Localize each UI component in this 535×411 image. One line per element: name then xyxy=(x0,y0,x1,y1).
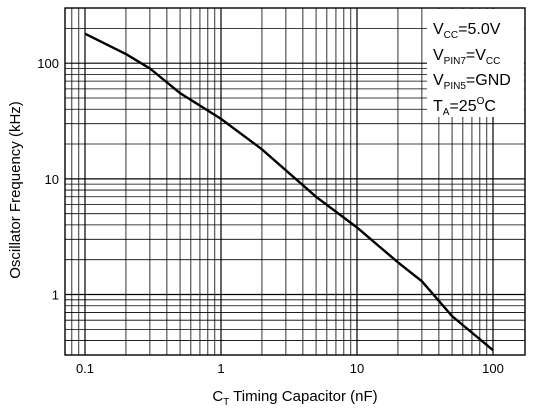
x-label-rest: Timing Capacitor (nF) xyxy=(229,388,377,405)
x-tick-label: 10 xyxy=(350,361,364,376)
condition-line: VPIN5=GND xyxy=(433,72,511,92)
y-tick-label: 1 xyxy=(52,288,59,303)
grid xyxy=(65,7,525,356)
y-axis-label: Oscillator Frequency (kHz) xyxy=(7,101,24,279)
x-tick-label: 1 xyxy=(217,361,224,376)
conditions-box: VCC=5.0V VPIN7=VCC VPIN5=GND TA=25OC xyxy=(427,9,524,118)
x-tick-label: 0.1 xyxy=(76,361,94,376)
condition-line: VPIN7=VCC xyxy=(433,47,500,67)
y-tick-labels: 1 10 100 xyxy=(37,56,59,302)
series-line xyxy=(84,32,494,352)
plot-frame xyxy=(64,7,526,356)
y-tick-label: 10 xyxy=(45,172,59,187)
x-label-sub: T xyxy=(223,397,229,408)
x-axis-label: CT Timing Capacitor (nF) xyxy=(212,388,377,408)
condition-line: TA=25OC xyxy=(433,96,496,118)
x-label-main: C xyxy=(212,388,223,405)
conditions-background xyxy=(427,9,524,117)
condition-line: VCC=5.0V xyxy=(433,21,501,41)
x-tick-label: 100 xyxy=(482,361,504,376)
y-tick-label: 100 xyxy=(37,56,59,71)
x-tick-labels: 0.1 1 10 100 xyxy=(76,361,504,376)
